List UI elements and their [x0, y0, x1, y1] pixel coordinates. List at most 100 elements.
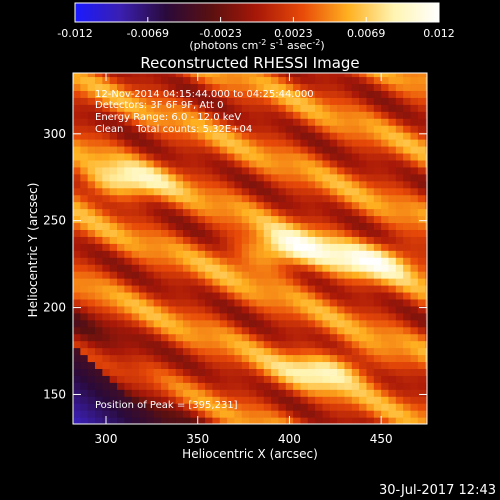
- heatmap-cell: [337, 104, 346, 112]
- heatmap-cell: [102, 229, 111, 237]
- heatmap-cell: [109, 389, 118, 397]
- heatmap-cell: [168, 410, 177, 418]
- heatmap-cell: [183, 271, 191, 279]
- heatmap-cell: [359, 389, 368, 397]
- heatmap-cell: [161, 90, 169, 98]
- heatmap-cell: [307, 326, 316, 335]
- heatmap-cell: [329, 312, 338, 321]
- heatmap-cell: [256, 396, 265, 404]
- heatmap-cell: [278, 104, 287, 112]
- heatmap-cell: [351, 159, 360, 168]
- heatmap-cell: [102, 173, 111, 182]
- heatmap-cell: [351, 403, 360, 411]
- heatmap-cell: [403, 194, 412, 203]
- heatmap-cell: [241, 375, 250, 383]
- heatmap-cell: [197, 229, 206, 237]
- heatmap-cell: [315, 298, 324, 307]
- heatmap-cell: [373, 382, 382, 390]
- heatmap-cell: [73, 403, 81, 411]
- heatmap-cell: [109, 111, 118, 119]
- heatmap-cell: [95, 97, 103, 105]
- heatmap-cell: [102, 368, 111, 376]
- heatmap-cell: [410, 410, 419, 418]
- heatmap-cell: [256, 152, 265, 161]
- heatmap-cell: [410, 382, 419, 390]
- heatmap-cell: [381, 208, 390, 217]
- heatmap-cell: [153, 291, 162, 300]
- heatmap-cell: [403, 326, 412, 335]
- heatmap-cell: [227, 180, 236, 189]
- heatmap-cell: [293, 111, 302, 119]
- heatmap-cell: [161, 229, 169, 237]
- heatmap-cell: [344, 139, 353, 147]
- heatmap-cell: [366, 305, 375, 314]
- heatmap-cell: [285, 278, 294, 286]
- heatmap-cell: [212, 90, 221, 98]
- heatmap-cell: [271, 319, 280, 328]
- heatmap-cell: [234, 368, 243, 376]
- heatmap-cell: [263, 97, 272, 105]
- heatmap-cell: [381, 291, 390, 300]
- heatmap-cell: [124, 173, 133, 182]
- heatmap-cell: [425, 347, 427, 356]
- heatmap-cell: [124, 368, 133, 376]
- heatmap-cell: [227, 166, 236, 175]
- heatmap-cell: [109, 271, 118, 279]
- heatmap-cell: [168, 291, 177, 300]
- heatmap-cell: [293, 250, 302, 258]
- heatmap-cell: [190, 389, 199, 397]
- heatmap-cell: [337, 145, 346, 154]
- heatmap-cell: [395, 152, 404, 161]
- heatmap-cell: [425, 83, 427, 91]
- heatmap-cell: [315, 403, 324, 411]
- heatmap-cell: [197, 139, 206, 147]
- heatmap-cell: [146, 229, 155, 237]
- heatmap-cell: [293, 166, 302, 175]
- heatmap-cell: [139, 354, 147, 363]
- heatmap-cell: [329, 347, 338, 356]
- heatmap-cell: [373, 194, 382, 203]
- heatmap-cell: [95, 326, 103, 335]
- heatmap-cell: [219, 257, 228, 265]
- heatmap-cell: [249, 76, 258, 85]
- heatmap-cell: [307, 166, 316, 175]
- heatmap-cell: [403, 347, 412, 356]
- heatmap-cell: [124, 312, 133, 321]
- heatmap-cell: [271, 396, 280, 404]
- heatmap-cell: [388, 118, 397, 126]
- heatmap-cell: [315, 396, 324, 404]
- heatmap-cell: [190, 319, 199, 328]
- heatmap-cell: [80, 271, 89, 279]
- heatmap-cell: [234, 73, 243, 78]
- heatmap-cell: [278, 139, 287, 147]
- heatmap-cell: [425, 382, 427, 390]
- heatmap-cell: [366, 111, 375, 119]
- heatmap-cell: [212, 173, 221, 182]
- heatmap-cell: [153, 76, 162, 85]
- heatmap-cell: [249, 159, 258, 168]
- heatmap-cell: [205, 222, 213, 230]
- heatmap-cell: [366, 236, 375, 244]
- heatmap-cell: [183, 159, 191, 168]
- heatmap-cell: [197, 132, 206, 140]
- heatmap-cell: [329, 118, 338, 126]
- heatmap-cell: [124, 104, 133, 112]
- heatmap-cell: [212, 417, 221, 424]
- heatmap-cell: [263, 264, 272, 272]
- heatmap-cell: [337, 194, 346, 203]
- heatmap-cell: [425, 417, 427, 424]
- heatmap-cell: [344, 417, 353, 424]
- heatmap-cell: [175, 104, 184, 112]
- heatmap-cell: [234, 417, 243, 424]
- heatmap-cell: [183, 278, 191, 286]
- heatmap-cell: [366, 340, 375, 349]
- heatmap-cell: [315, 382, 324, 390]
- heatmap-cell: [95, 201, 103, 210]
- heatmap-cell: [190, 312, 199, 321]
- heatmap-cell: [322, 305, 331, 314]
- heatmap-cell: [285, 139, 294, 147]
- heatmap-cell: [293, 284, 302, 293]
- heatmap-cell: [359, 215, 368, 224]
- heatmap-cell: [278, 83, 287, 91]
- heatmap-cell: [197, 347, 206, 356]
